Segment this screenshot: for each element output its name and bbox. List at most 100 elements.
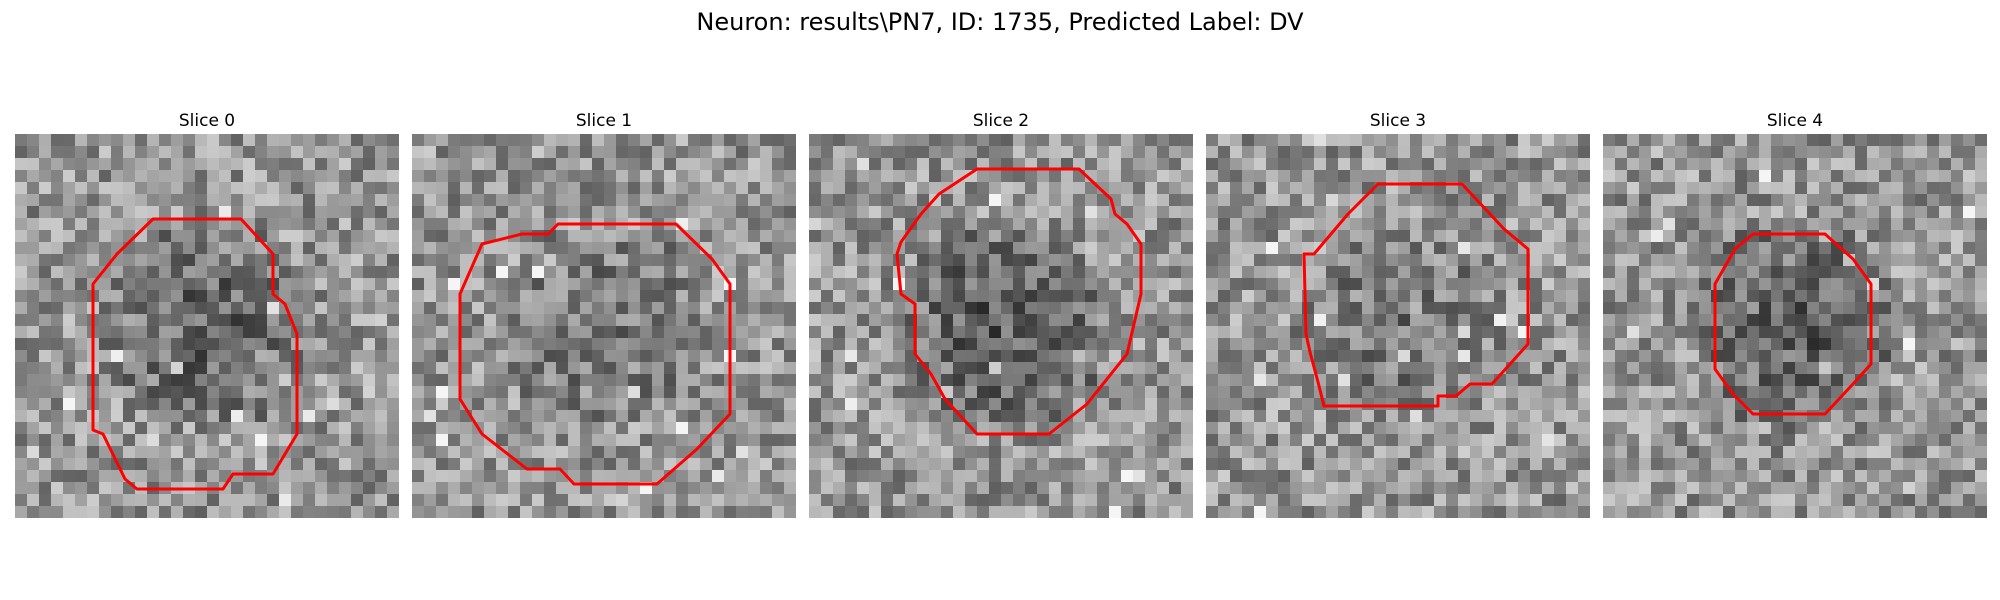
pixel-cell bbox=[27, 422, 39, 434]
pixel-cell bbox=[508, 314, 520, 326]
pixel-cell bbox=[532, 386, 544, 398]
pixel-cell bbox=[1663, 374, 1675, 386]
pixel-cell bbox=[977, 146, 989, 158]
pixel-cell bbox=[207, 458, 219, 470]
pixel-cell bbox=[1807, 374, 1819, 386]
pixel-cell bbox=[1506, 194, 1518, 206]
pixel-cell bbox=[1362, 434, 1374, 446]
pixel-cell bbox=[1025, 194, 1037, 206]
pixel-cell bbox=[1326, 206, 1338, 218]
pixel-cell bbox=[1278, 410, 1290, 422]
pixel-cell bbox=[965, 134, 977, 146]
pixel-cell bbox=[1061, 230, 1073, 242]
pixel-cell bbox=[1073, 182, 1085, 194]
pixel-cell bbox=[1759, 362, 1771, 374]
pixel-cell bbox=[159, 374, 171, 386]
pixel-cell bbox=[1843, 170, 1855, 182]
pixel-cell bbox=[905, 194, 917, 206]
pixel-cell bbox=[1891, 134, 1903, 146]
pixel-cell bbox=[809, 254, 821, 266]
pixel-cell bbox=[1242, 326, 1254, 338]
pixel-cell bbox=[1711, 302, 1723, 314]
pixel-cell bbox=[1374, 134, 1386, 146]
pixel-cell bbox=[1278, 374, 1290, 386]
pixel-cell bbox=[327, 506, 339, 518]
pixel-cell bbox=[1891, 194, 1903, 206]
pixel-cell bbox=[989, 398, 1001, 410]
pixel-cell bbox=[231, 386, 243, 398]
pixel-cell bbox=[652, 326, 664, 338]
pixel-cell bbox=[616, 398, 628, 410]
pixel-cell bbox=[664, 242, 676, 254]
pixel-cell bbox=[183, 350, 195, 362]
pixel-cell bbox=[1747, 242, 1759, 254]
pixel-cell bbox=[1061, 290, 1073, 302]
pixel-cell bbox=[1157, 422, 1169, 434]
pixel-cell bbox=[231, 218, 243, 230]
pixel-cell bbox=[111, 494, 123, 506]
pixel-cell bbox=[640, 326, 652, 338]
pixel-cell bbox=[1362, 290, 1374, 302]
pixel-cell bbox=[1530, 254, 1542, 266]
pixel-cell bbox=[1494, 482, 1506, 494]
pixel-cell bbox=[1085, 314, 1097, 326]
pixel-cell bbox=[917, 134, 929, 146]
pixel-cell bbox=[941, 278, 953, 290]
pixel-cell bbox=[1314, 482, 1326, 494]
pixel-cell bbox=[351, 266, 363, 278]
pixel-cell bbox=[1939, 218, 1951, 230]
pixel-cell bbox=[171, 206, 183, 218]
pixel-cell bbox=[1470, 206, 1482, 218]
pixel-cell bbox=[412, 482, 424, 494]
pixel-cell bbox=[917, 506, 929, 518]
pixel-cell bbox=[1855, 350, 1867, 362]
pixel-cell bbox=[1422, 506, 1434, 518]
pixel-cell bbox=[159, 266, 171, 278]
pixel-cell bbox=[375, 158, 387, 170]
pixel-cell bbox=[1627, 278, 1639, 290]
pixel-cell bbox=[472, 290, 484, 302]
pixel-cell bbox=[1879, 146, 1891, 158]
pixel-cell bbox=[484, 314, 496, 326]
pixel-cell bbox=[1747, 374, 1759, 386]
pixel-cell bbox=[556, 374, 568, 386]
pixel-cell bbox=[592, 494, 604, 506]
pixel-cell bbox=[688, 374, 700, 386]
pixel-cell bbox=[724, 218, 736, 230]
pixel-cell bbox=[1290, 242, 1302, 254]
pixel-cell bbox=[1386, 422, 1398, 434]
pixel-cell bbox=[965, 338, 977, 350]
pixel-cell bbox=[1867, 266, 1879, 278]
pixel-cell bbox=[1181, 506, 1193, 518]
pixel-cell bbox=[881, 170, 893, 182]
pixel-cell bbox=[1843, 434, 1855, 446]
pixel-cell bbox=[171, 470, 183, 482]
pixel-cell bbox=[1759, 266, 1771, 278]
pixel-cell bbox=[1169, 206, 1181, 218]
pixel-cell bbox=[1735, 254, 1747, 266]
pixel-cell bbox=[448, 470, 460, 482]
slice-title-3: Slice 3 bbox=[1369, 111, 1427, 131]
pixel-cell bbox=[592, 170, 604, 182]
pixel-cell bbox=[63, 458, 75, 470]
pixel-cell bbox=[1254, 314, 1266, 326]
pixel-cell bbox=[387, 302, 399, 314]
pixel-cell bbox=[1927, 146, 1939, 158]
pixel-cell bbox=[1578, 506, 1590, 518]
pixel-cell bbox=[977, 218, 989, 230]
pixel-cell bbox=[977, 374, 989, 386]
pixel-cell bbox=[664, 170, 676, 182]
pixel-cell bbox=[243, 506, 255, 518]
pixel-cell bbox=[1639, 410, 1651, 422]
pixel-cell bbox=[327, 134, 339, 146]
pixel-cell bbox=[664, 506, 676, 518]
pixel-cell bbox=[784, 506, 796, 518]
pixel-cell bbox=[748, 422, 760, 434]
pixel-cell bbox=[1687, 254, 1699, 266]
pixel-cell bbox=[568, 170, 580, 182]
pixel-cell bbox=[965, 410, 977, 422]
pixel-cell bbox=[327, 482, 339, 494]
pixel-cell bbox=[1290, 362, 1302, 374]
pixel-cell bbox=[147, 206, 159, 218]
pixel-cell bbox=[1386, 266, 1398, 278]
